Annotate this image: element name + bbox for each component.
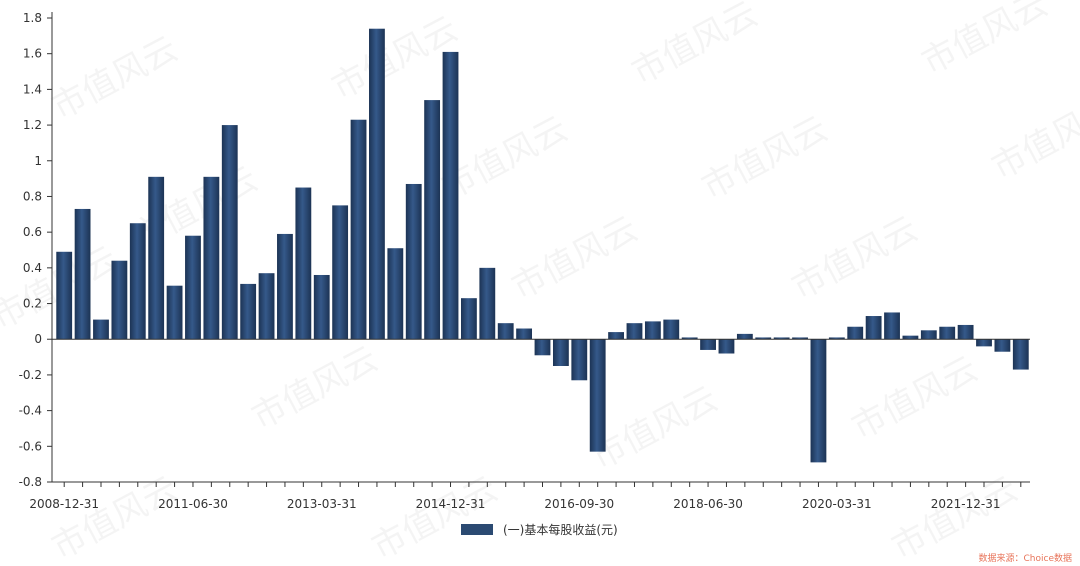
bar <box>461 298 477 340</box>
watermark-text: 市值风云 <box>365 469 504 566</box>
y-tick-label: 0.6 <box>23 225 42 239</box>
x-tick-label: 2021-12-31 <box>931 497 1001 511</box>
bar <box>663 319 680 340</box>
watermark-text: 市值风云 <box>885 469 1024 566</box>
y-axis: -0.8 -0.6 -0.4 -0.2 0 0.2 0.4 0.6 0.8 1 1.2 1.4 1.6 1… <box>19 11 53 489</box>
x-tick-label: 2014-12-31 <box>416 497 486 511</box>
x-tick-label: 2011-06-30 <box>158 497 228 511</box>
y-tick-label: 1.2 <box>23 118 42 132</box>
x-tick-label: 2013-03-31 <box>287 497 357 511</box>
bar <box>203 176 220 340</box>
y-tick-label: -0.4 <box>19 404 42 418</box>
bar <box>258 273 275 340</box>
bar <box>957 324 974 340</box>
bar <box>369 28 385 340</box>
bar <box>166 285 183 340</box>
bar <box>884 312 900 340</box>
x-axis: 2008-12-31 2011-06-30 2013-03-31 2014-12-31… <box>29 481 1030 511</box>
legend-label: (一)基本每股收益(元) <box>503 522 618 537</box>
bar <box>828 337 845 340</box>
bar <box>350 119 367 340</box>
bar <box>56 251 73 340</box>
bar <box>700 339 716 350</box>
bar <box>148 176 165 340</box>
watermark-text: 市值风云 <box>785 209 924 308</box>
bar <box>129 223 146 340</box>
watermark-text: 市值风云 <box>245 339 384 438</box>
watermark-text: 市值风云 <box>505 209 644 308</box>
bar <box>497 323 514 340</box>
y-tick-label: 1.4 <box>23 82 42 96</box>
y-tick-label: 0.4 <box>23 261 42 275</box>
watermark-text: 市值风云 <box>585 379 724 478</box>
bar <box>405 183 422 340</box>
watermark-text: 市值风云 <box>45 29 184 128</box>
bar <box>608 332 624 340</box>
legend: (一)基本每股收益(元) <box>461 522 618 537</box>
watermark-text: 市值风云 <box>625 0 764 93</box>
watermark-text: 市值风云 <box>915 0 1054 83</box>
bar <box>424 100 441 340</box>
bar <box>681 337 698 340</box>
x-tick-label: 2020-03-31 <box>802 497 872 511</box>
bar <box>442 51 459 340</box>
x-tick-label: 2008-12-31 <box>29 497 99 511</box>
y-tick-label: 0.2 <box>23 297 42 311</box>
bar <box>626 323 643 340</box>
y-tick-label: 1.6 <box>23 47 42 61</box>
y-tick-label: -0.2 <box>19 368 42 382</box>
bar <box>479 267 496 340</box>
bar <box>939 326 956 340</box>
bar <box>792 337 808 340</box>
bar <box>847 326 864 340</box>
bar <box>755 337 772 340</box>
bar-series <box>52 28 1030 463</box>
bar <box>644 321 661 340</box>
bar <box>552 339 569 366</box>
bar <box>589 339 606 452</box>
bar <box>810 339 827 463</box>
bar <box>773 337 790 340</box>
bar <box>185 235 201 340</box>
y-tick-label: -0.6 <box>19 439 42 453</box>
watermark-text: 市值风云 <box>985 89 1080 188</box>
bar <box>902 335 919 340</box>
bar <box>332 205 349 340</box>
x-tick-label: 2018-06-30 <box>673 497 743 511</box>
bar <box>277 233 293 340</box>
x-tick-label: 2016-09-30 <box>544 497 614 511</box>
y-tick-label: 0.8 <box>23 189 42 203</box>
bar <box>74 208 91 340</box>
bar <box>313 274 330 340</box>
bar <box>1012 339 1029 370</box>
legend-swatch <box>461 524 493 535</box>
y-tick-label: -0.8 <box>19 475 42 489</box>
bar <box>516 328 533 340</box>
bar <box>240 283 257 340</box>
bar <box>93 319 109 340</box>
bar <box>736 333 753 340</box>
bar <box>387 248 404 340</box>
watermark-text: 市值风云 <box>45 469 184 566</box>
bar <box>111 260 128 340</box>
bar <box>920 330 937 340</box>
bar <box>718 339 735 354</box>
bar <box>571 339 588 381</box>
watermark-text: 市值风云 <box>695 109 834 208</box>
y-tick-label: 1 <box>34 154 42 168</box>
bar <box>994 339 1011 352</box>
bar <box>865 316 882 340</box>
bar <box>976 339 992 347</box>
y-tick-label: 1.8 <box>23 11 42 25</box>
bar <box>295 187 312 340</box>
watermark-text: 市值风云 <box>845 349 984 448</box>
bar <box>221 125 238 340</box>
bar <box>534 339 551 356</box>
source-note: 数据来源：Choice数据 <box>979 552 1072 564</box>
y-tick-label: 0 <box>34 332 42 346</box>
